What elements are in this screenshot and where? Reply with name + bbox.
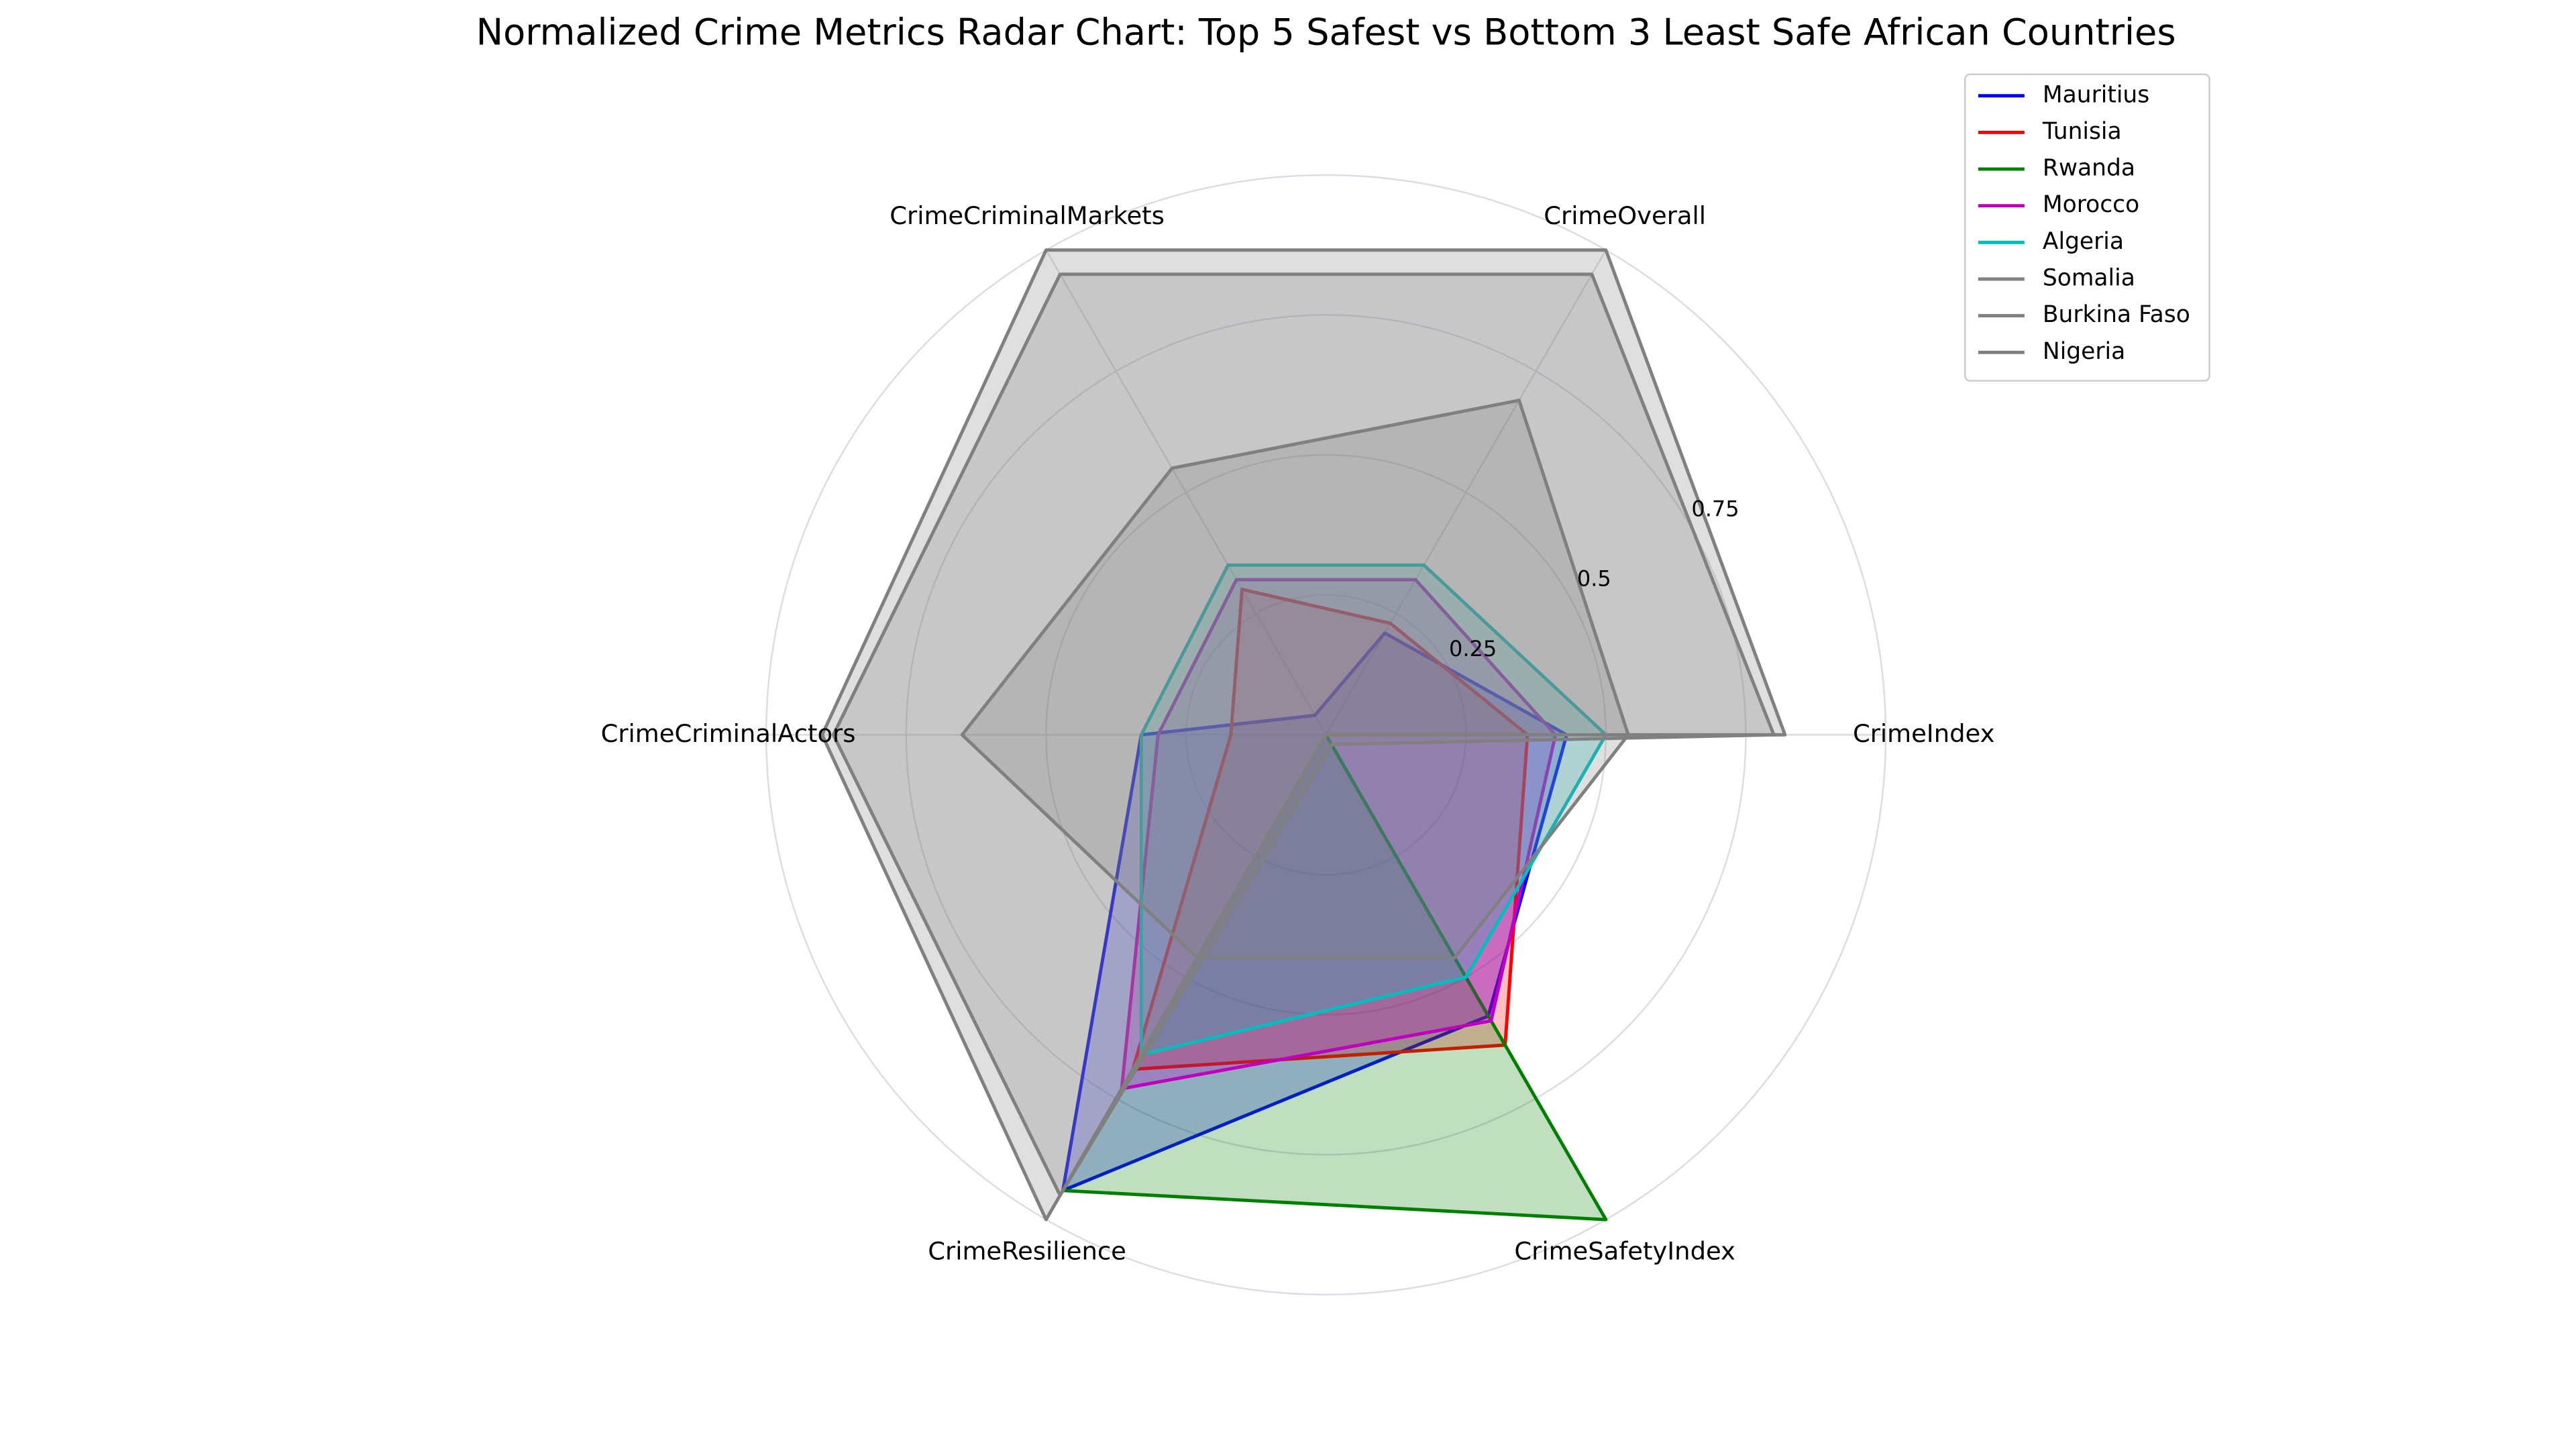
r-tick-label: 0.75 bbox=[1691, 496, 1739, 521]
legend: Mauritius Tunisia Rwanda Morocco Algeria Soma… bbox=[1964, 73, 2210, 382]
series-area bbox=[822, 250, 1785, 1220]
legend-label: Burkina Faso bbox=[2043, 301, 2190, 328]
axis-labels: 0.25 0.5 0.75 CrimeIndex CrimeOverall CrimeCr… bbox=[601, 201, 1995, 1265]
legend-label: Morocco bbox=[2043, 191, 2139, 218]
r-tick-label: 0.5 bbox=[1577, 566, 1611, 592]
grid-spoke bbox=[1325, 250, 1607, 736]
legend-label: Rwanda bbox=[2043, 155, 2135, 182]
series-area bbox=[1122, 580, 1556, 1089]
grid-spoke bbox=[1045, 250, 1327, 736]
legend-box bbox=[1964, 73, 2210, 382]
series-area bbox=[962, 400, 1629, 958]
series-area bbox=[1063, 633, 1567, 1191]
series-line bbox=[1120, 578, 1558, 1091]
series-area bbox=[1141, 565, 1606, 1055]
series-line bbox=[1139, 564, 1608, 1057]
chart-title: Normalized Crime Metrics Radar Chart: To… bbox=[476, 11, 2176, 53]
legend-label: Somalia bbox=[2043, 265, 2135, 292]
category-label: CrimeCriminalMarkets bbox=[890, 201, 1165, 230]
category-label: CrimeSafetyIndex bbox=[1514, 1237, 1735, 1266]
series-line bbox=[831, 272, 1776, 1197]
legend-label: Mauritius bbox=[2043, 81, 2149, 108]
series-area bbox=[1132, 589, 1528, 1070]
category-label: CrimeOverall bbox=[1544, 201, 1706, 230]
series-area bbox=[1063, 735, 1606, 1220]
plot-area bbox=[820, 248, 1787, 1222]
legend-label: Algeria bbox=[2043, 228, 2124, 255]
series-line bbox=[820, 248, 1787, 1222]
series-line bbox=[960, 398, 1630, 960]
category-label: CrimeCriminalActors bbox=[601, 719, 856, 748]
legend-label: Tunisia bbox=[2042, 118, 2122, 145]
polar-frame bbox=[765, 174, 1887, 1296]
legend-label: Nigeria bbox=[2043, 338, 2125, 365]
r-tick-label: 0.25 bbox=[1449, 636, 1497, 661]
category-label: CrimeIndex bbox=[1853, 719, 1994, 748]
category-label: CrimeResilience bbox=[928, 1237, 1126, 1266]
series-area bbox=[833, 274, 1774, 1195]
